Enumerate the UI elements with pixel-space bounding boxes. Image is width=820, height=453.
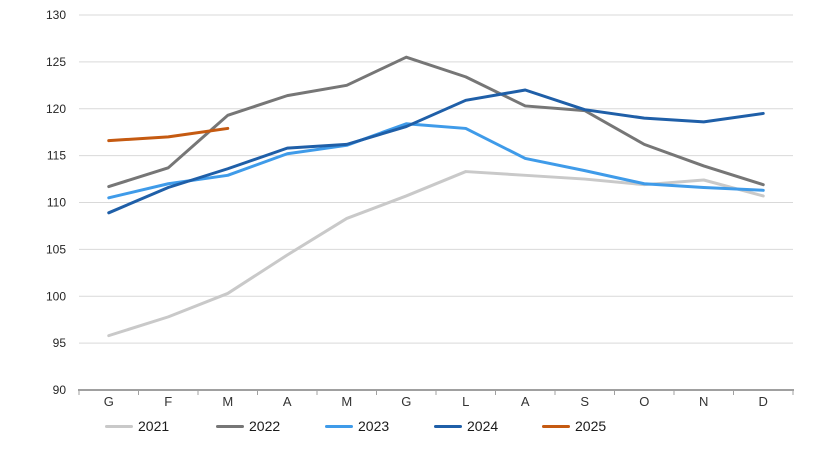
legend-item-2025: 2025 xyxy=(542,417,606,435)
legend-swatch-2021 xyxy=(105,424,133,428)
legend-label: 2024 xyxy=(467,418,499,434)
legend-item-2022: 2022 xyxy=(216,417,280,435)
legend-swatch-2024 xyxy=(434,424,462,428)
x-axis-label: M xyxy=(341,394,352,409)
y-axis-label: 95 xyxy=(53,336,67,350)
legend-swatch-2022 xyxy=(216,424,244,428)
x-axis-label: A xyxy=(283,394,292,409)
legend-label: 2023 xyxy=(358,418,390,434)
y-axis-label: 100 xyxy=(46,289,66,303)
x-axis-label: D xyxy=(759,394,768,409)
x-axis-label: F xyxy=(164,394,172,409)
series-line-2025 xyxy=(107,126,230,143)
y-axis-label: 105 xyxy=(46,242,66,256)
legend-swatch-2023 xyxy=(325,424,353,428)
x-axis-label: G xyxy=(104,394,114,409)
x-axis-label: N xyxy=(699,394,708,409)
series-line-2021 xyxy=(107,170,765,338)
legend-item-2021: 2021 xyxy=(105,417,169,435)
x-axis-label: A xyxy=(521,394,530,409)
x-axis-label: O xyxy=(639,394,649,409)
y-axis-label: 115 xyxy=(47,149,66,163)
y-axis-label: 120 xyxy=(46,102,66,116)
series-line-2022 xyxy=(107,55,765,189)
legend-label: 2021 xyxy=(138,418,170,434)
legend-item-2024: 2024 xyxy=(434,417,498,435)
legend-label: 2025 xyxy=(575,418,607,434)
chart-legend: 2021 2022 2023 2024 2025 xyxy=(0,417,820,439)
legend-swatch-2025 xyxy=(542,424,570,428)
x-axis-label: G xyxy=(401,394,411,409)
x-axis-label: L xyxy=(462,394,469,409)
y-axis-label: 125 xyxy=(46,55,66,69)
x-axis-label: M xyxy=(222,394,233,409)
legend-label: 2022 xyxy=(249,418,281,434)
series-line-2024 xyxy=(107,88,765,215)
y-axis-label: 110 xyxy=(47,196,66,210)
y-axis-label: 130 xyxy=(46,8,66,22)
y-axis-label: 90 xyxy=(53,383,67,397)
legend-item-2023: 2023 xyxy=(325,417,389,435)
series-line-2023 xyxy=(107,122,765,200)
x-axis-label: S xyxy=(580,394,589,409)
